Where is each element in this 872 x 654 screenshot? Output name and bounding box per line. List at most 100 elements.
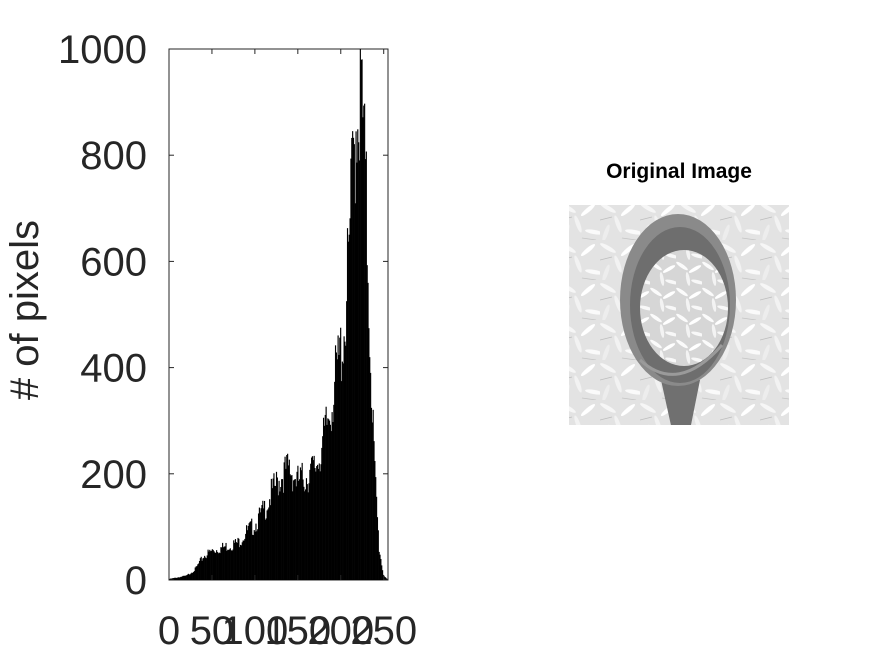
- histogram-bar: [202, 558, 204, 580]
- histogram-bar: [203, 557, 205, 580]
- histogram-bar: [335, 352, 337, 580]
- histogram-bar: [196, 566, 198, 580]
- histogram-bar: [324, 414, 326, 580]
- histogram-bar: [221, 547, 223, 580]
- histogram-bar: [189, 574, 191, 580]
- histogram-bar: [300, 470, 302, 580]
- histogram-bar: [226, 550, 228, 580]
- histogram-bar: [219, 553, 221, 580]
- histogram-bar: [319, 471, 321, 580]
- histogram-bar: [296, 471, 298, 580]
- histogram-bar: [341, 361, 343, 580]
- histogram-bar: [352, 137, 355, 580]
- histogram-bar: [254, 531, 256, 580]
- histogram-bar: [326, 424, 328, 580]
- histogram-bar: [174, 577, 176, 580]
- histogram-bar: [311, 457, 313, 580]
- histogram-bar: [169, 578, 171, 580]
- histogram-bar: [367, 282, 369, 580]
- histogram-bar: [191, 572, 193, 580]
- histogram-bar: [201, 560, 203, 580]
- histogram-bar: [251, 534, 254, 580]
- y-tick-label: 1000: [58, 28, 147, 72]
- histogram-bar: [372, 409, 374, 580]
- histogram-bar: [265, 518, 267, 580]
- histogram-bar: [334, 345, 337, 580]
- histogram-bar: [247, 525, 249, 580]
- histogram-bar: [268, 507, 270, 580]
- histogram-bar: [243, 540, 245, 580]
- histogram-bar: [193, 571, 195, 580]
- histogram-bar: [370, 407, 373, 580]
- histogram-bar: [214, 552, 216, 580]
- histogram-bar: [366, 265, 368, 580]
- histogram-bar: [234, 539, 237, 580]
- histogram-bar: [361, 59, 363, 580]
- histogram-bar: [308, 483, 310, 580]
- histogram-bar: [177, 577, 179, 580]
- histogram-bar: [328, 419, 330, 580]
- x-tick-label: 250: [350, 609, 417, 653]
- histogram-bar: [321, 447, 323, 580]
- y-tick-label: 400: [80, 347, 147, 391]
- histogram-bar: [225, 542, 227, 580]
- histogram-bar: [287, 453, 289, 580]
- histogram-bar: [266, 510, 268, 580]
- histogram-bar: [180, 576, 183, 580]
- x-tick-label: 200: [307, 609, 374, 653]
- histogram-bar: [264, 519, 266, 580]
- histogram-bar: [375, 477, 377, 580]
- x-tick-label: 150: [264, 609, 331, 653]
- histogram-bar: [181, 576, 183, 580]
- histogram-bar: [365, 151, 367, 580]
- histogram-bar: [245, 525, 248, 580]
- histogram-bar: [291, 475, 293, 580]
- histogram-bar: [358, 160, 361, 581]
- x-tick-label: 50: [190, 609, 235, 653]
- histogram-bar: [304, 491, 306, 580]
- y-tick-label: 800: [80, 134, 147, 178]
- histogram-bar: [289, 474, 291, 580]
- histogram-bar: [198, 563, 200, 580]
- histogram-bar: [270, 478, 272, 580]
- histogram-bar: [318, 463, 320, 580]
- histogram-bar: [350, 158, 352, 580]
- histogram-bar: [188, 574, 190, 580]
- histogram-bar: [305, 489, 307, 580]
- histogram-bar: [374, 461, 376, 580]
- histogram-bar: [275, 486, 277, 580]
- histogram-bar: [257, 513, 260, 580]
- histogram-bar: [364, 159, 367, 580]
- histogram-bar: [257, 529, 259, 580]
- histogram-bar: [263, 508, 265, 580]
- histogram-bar: [232, 549, 234, 580]
- histogram-bar: [231, 550, 233, 580]
- histogram-bar: [211, 549, 213, 580]
- histogram-bar: [206, 555, 208, 580]
- histogram-bar: [174, 577, 177, 580]
- histogram-bar: [233, 540, 235, 580]
- histogram-bar: [378, 551, 380, 580]
- histogram-bar: [297, 465, 299, 580]
- histogram-bar: [368, 328, 370, 580]
- histogram-bar: [316, 466, 318, 580]
- histogram-bar: [223, 546, 225, 580]
- histogram-bar: [303, 486, 305, 580]
- histogram-bar: [251, 518, 253, 580]
- histogram-bar: [273, 473, 275, 580]
- histogram-bar: [382, 570, 384, 580]
- histogram-bar: [253, 530, 255, 580]
- histogram-bar: [343, 336, 345, 580]
- histogram-bar: [369, 357, 371, 580]
- histogram-bar: [240, 545, 243, 580]
- histogram-bar: [310, 463, 312, 580]
- histogram-bar: [234, 542, 236, 580]
- histogram-bar: [271, 488, 273, 580]
- histogram-bar: [207, 549, 209, 580]
- histogram-bar: [283, 462, 285, 580]
- histogram-bar: [192, 572, 195, 580]
- histogram-bar: [353, 144, 355, 580]
- y-axis-label: # of pixels: [3, 220, 47, 400]
- histogram-bar: [364, 103, 366, 580]
